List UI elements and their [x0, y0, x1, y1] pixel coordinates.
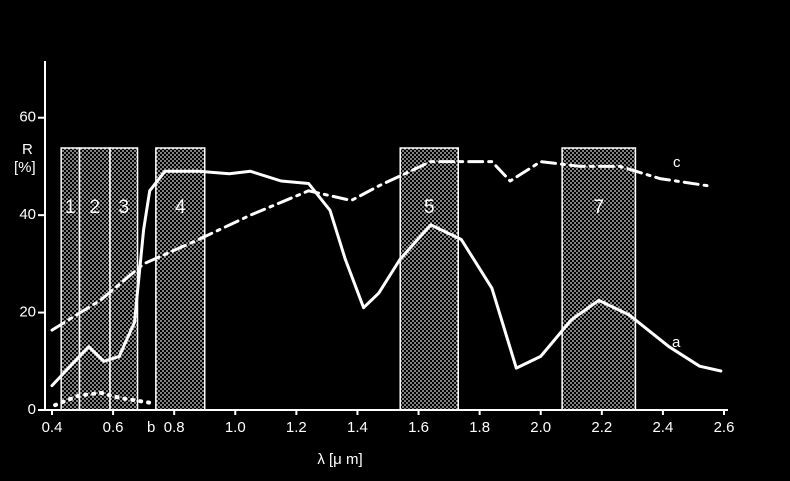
- x-tick-label: 1.8: [469, 419, 490, 436]
- x-tick-label: 2.0: [530, 419, 551, 436]
- x-tick-label: 1.4: [347, 419, 368, 436]
- band-label: 4: [175, 197, 186, 218]
- series-label: c: [673, 154, 681, 171]
- band: [399, 147, 460, 411]
- x-tick-label: 0.8: [164, 419, 185, 436]
- x-tick-label: 1.6: [408, 419, 429, 436]
- x-tick-label: 2.6: [714, 419, 735, 436]
- y-axis-unit: [%]: [14, 159, 36, 176]
- series-line: [50, 169, 723, 388]
- x-axis-label: λ [μ m]: [317, 451, 362, 468]
- x-tick-label: 1.0: [225, 419, 246, 436]
- y-tick-label: 20: [19, 304, 36, 321]
- band: [78, 147, 111, 411]
- series-line: [50, 160, 711, 332]
- band-label: 2: [89, 197, 100, 218]
- series-line: [53, 390, 152, 408]
- y-axis-label: R: [22, 141, 33, 158]
- series-label: a: [672, 334, 681, 351]
- band: [155, 147, 206, 411]
- y-tick-label: 0: [28, 401, 36, 418]
- band: [60, 147, 81, 411]
- band-label: 3: [118, 197, 129, 218]
- y-tick-label: 60: [19, 109, 36, 126]
- x-tick-label: 1.2: [286, 419, 307, 436]
- band-label: 7: [593, 197, 604, 218]
- x-tick-label: 0.6: [103, 419, 124, 436]
- band: [561, 147, 637, 411]
- x-tick-label: 0.4: [42, 419, 63, 436]
- series-label: b: [147, 419, 155, 436]
- band-label: 5: [424, 197, 435, 218]
- x-tick-label: 2.4: [652, 419, 673, 436]
- y-tick-label: 40: [19, 206, 36, 223]
- x-tick-label: 2.2: [591, 419, 612, 436]
- band-label: 1: [65, 197, 76, 218]
